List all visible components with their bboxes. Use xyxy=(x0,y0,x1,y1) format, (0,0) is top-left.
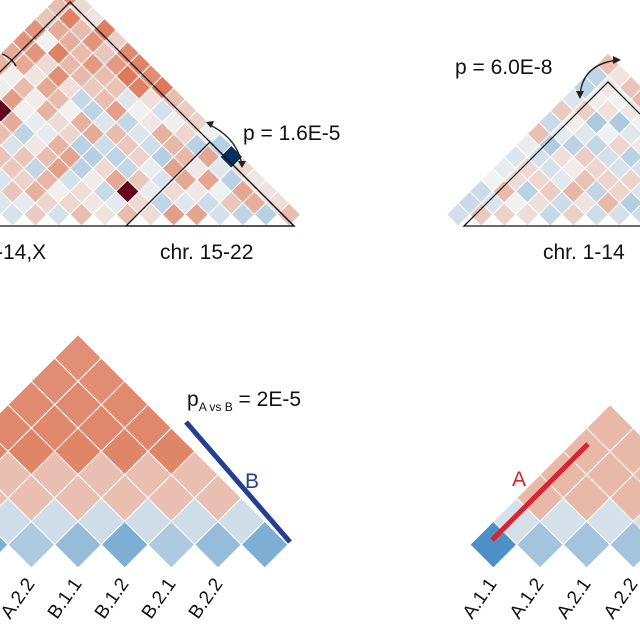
top-left-correlation-panel xyxy=(0,0,302,227)
heatmap-cell xyxy=(630,181,640,202)
pvalue-arrow-top-left-small xyxy=(1,53,17,67)
heatmap-cell xyxy=(630,158,640,179)
tick-label: A.2.2 xyxy=(0,574,40,622)
group-b-bar xyxy=(184,420,292,544)
pvalue-label-a-vs-b: pA vs B = 2E-5 xyxy=(187,388,301,414)
axis-label-chr-15-22: chr. 15-22 xyxy=(160,241,253,264)
tick-label: B.2.1 xyxy=(138,574,181,622)
block-outline xyxy=(462,81,640,227)
tick-label: A.2.2 xyxy=(600,574,640,622)
heatmap-cell xyxy=(630,204,640,225)
pvalue-subscript: A vs B xyxy=(199,400,233,414)
tick-label: B.2.2 xyxy=(185,574,228,622)
tick-label: A.2.1 xyxy=(553,574,596,622)
arrowhead xyxy=(576,91,584,99)
tick-label: A.1.2 xyxy=(506,574,549,622)
bottom-left-tick-labels: A.2.2 B.1.1 B.1.2 B.2.1 B.2.2 xyxy=(0,574,228,622)
axis-label-left-group: -14,X xyxy=(0,241,46,264)
group-a-bar xyxy=(490,442,590,542)
heatmap-cell xyxy=(632,467,640,483)
heatmap-cell xyxy=(609,520,640,569)
group-b-label: B xyxy=(245,470,259,493)
arrowhead xyxy=(613,56,621,64)
heatmap-cell xyxy=(632,513,640,529)
heatmap-cell xyxy=(630,89,640,109)
top-right-correlation-panel xyxy=(445,52,640,227)
bottom-left-group-panel xyxy=(0,333,289,569)
axis-label-chr-1-14: chr. 1-14 xyxy=(543,241,625,264)
heatmap-cell xyxy=(630,112,640,132)
pvalue-arrow-top-right xyxy=(579,59,619,97)
arrowhead xyxy=(238,161,246,168)
pvalue-label-top-right: p = 6.0E-8 xyxy=(455,56,552,79)
arrowhead xyxy=(206,121,214,128)
block-outline xyxy=(124,141,296,227)
tick-label: A.1.1 xyxy=(459,574,502,622)
tick-label: B.1.2 xyxy=(91,574,134,622)
bottom-right-tick-labels: A.1.1 A.1.2 A.2.1 A.2.2 xyxy=(459,574,640,622)
block-outline xyxy=(0,1,296,227)
heatmap-cell xyxy=(240,520,289,569)
pvalue-label-top-left: p = 1.6E-5 xyxy=(243,122,340,145)
group-a-label: A xyxy=(512,468,526,491)
bottom-right-group-panel xyxy=(469,403,640,569)
heatmap-cell xyxy=(630,135,640,155)
tick-label: B.1.1 xyxy=(44,574,87,622)
